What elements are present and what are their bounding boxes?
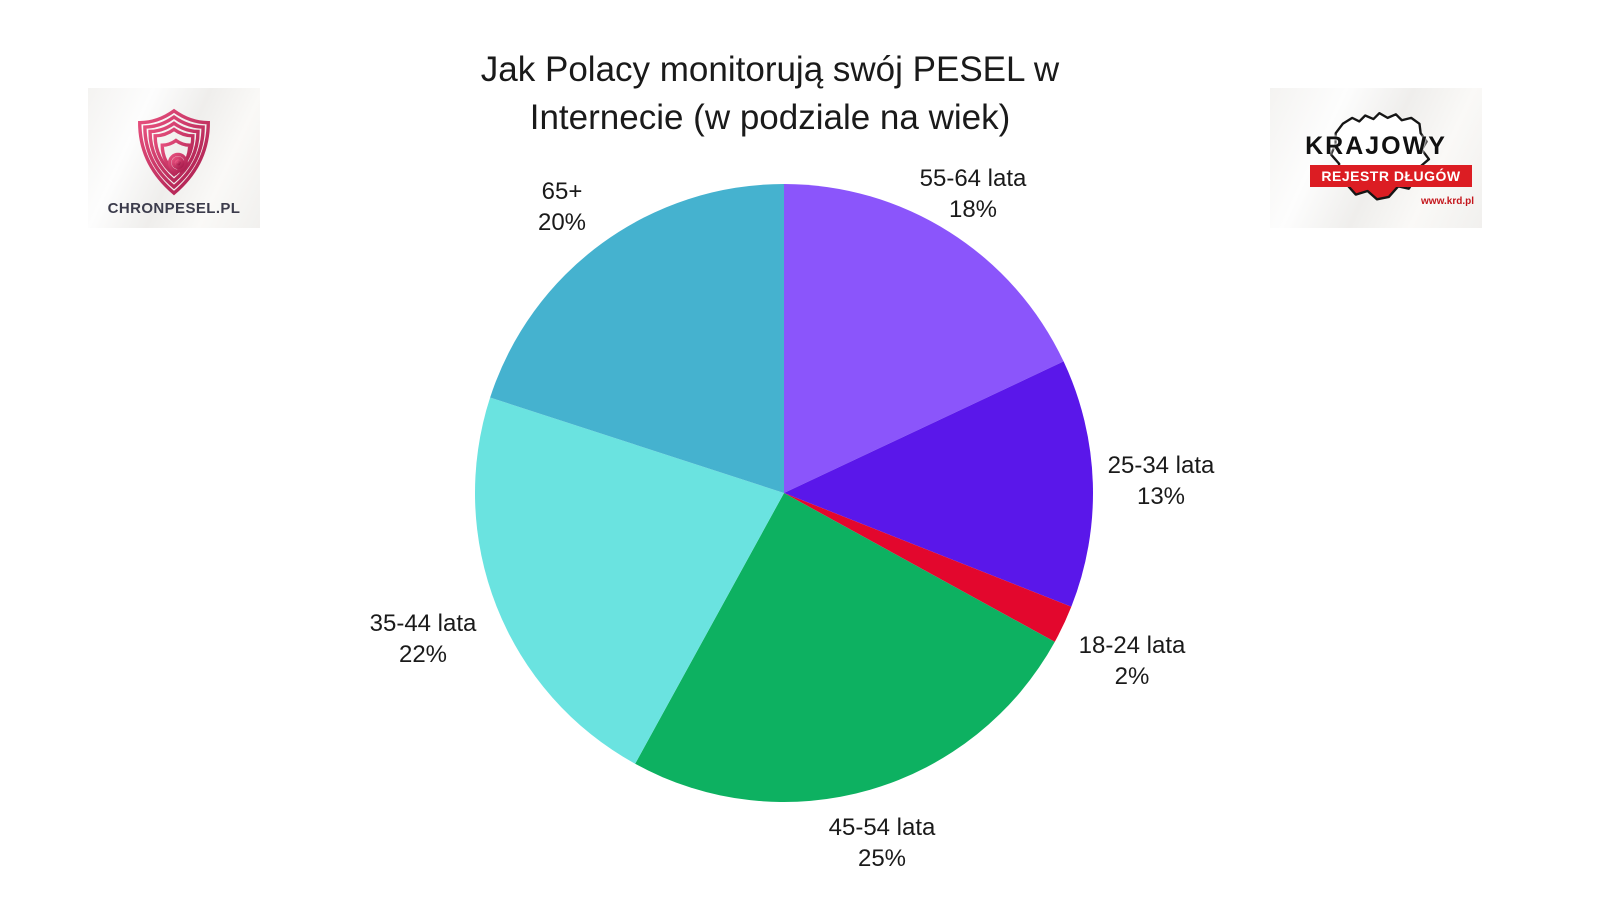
- chronpesel-logo: CHRONPESEL.PL: [88, 88, 260, 228]
- pie-label-65-plus: 65+ 20%: [538, 176, 586, 238]
- fingerprint-shield-icon: [132, 106, 216, 198]
- pie-slice-65: [490, 184, 784, 493]
- chart-title-line2: Internecie (w podziale na wiek): [529, 98, 1011, 137]
- pie-label-pct: 2%: [1114, 663, 1150, 690]
- pie-slice-35-44-lata: [474, 397, 784, 764]
- pie-slice-45-54-lata: [635, 493, 1055, 803]
- krd-logo: KRAJOWY REJESTR DŁUGÓW www.krd.pl: [1270, 88, 1482, 228]
- chronpesel-logo-text: CHRONPESEL.PL: [107, 200, 241, 217]
- pie-label-pct: 20%: [537, 209, 587, 236]
- pie-slice-55-64-lata: [784, 184, 1064, 493]
- pie-label-pct: 18%: [948, 196, 998, 223]
- krd-logo-title: KRAJOWY: [1305, 132, 1447, 160]
- pie-label-text: 55-64 lata: [919, 165, 1027, 192]
- pie-label-pct: 13%: [1136, 483, 1186, 510]
- pie-slice-25-34-lata: [784, 361, 1093, 607]
- pie-label-text: 45-54 lata: [828, 814, 936, 841]
- pie-label-text: 35-44 lata: [369, 610, 477, 637]
- chart-title-line1: Jak Polacy monitorują swój PESEL w: [480, 50, 1060, 89]
- pie-label-pct: 25%: [857, 845, 907, 872]
- pie-label-18-24-lata: 18-24 lata 2%: [1079, 630, 1186, 692]
- pie-label-pct: 22%: [398, 641, 448, 668]
- pie-label-55-64-lata: 55-64 lata 18%: [920, 163, 1027, 225]
- pie-label-text: 25-34 lata: [1107, 452, 1215, 479]
- pie-label-25-34-lata: 25-34 lata 13%: [1108, 450, 1215, 512]
- pie-label-35-44-lata: 35-44 lata 22%: [370, 608, 477, 670]
- pie-label-text: 18-24 lata: [1078, 632, 1186, 659]
- pie-label-text: 65+: [541, 178, 583, 205]
- chart-title: Jak Polacy monitorują swój PESEL w Inter…: [390, 46, 1150, 142]
- krd-logo-subtitle: REJESTR DŁUGÓW: [1321, 168, 1461, 184]
- pie-chart: [474, 184, 1093, 803]
- pie-label-45-54-lata: 45-54 lata 25%: [829, 812, 936, 874]
- pie-slice-18-24-lata: [784, 493, 1072, 642]
- krd-url-text: www.krd.pl: [1421, 196, 1474, 207]
- krd-red-band: REJESTR DŁUGÓW: [1310, 165, 1472, 187]
